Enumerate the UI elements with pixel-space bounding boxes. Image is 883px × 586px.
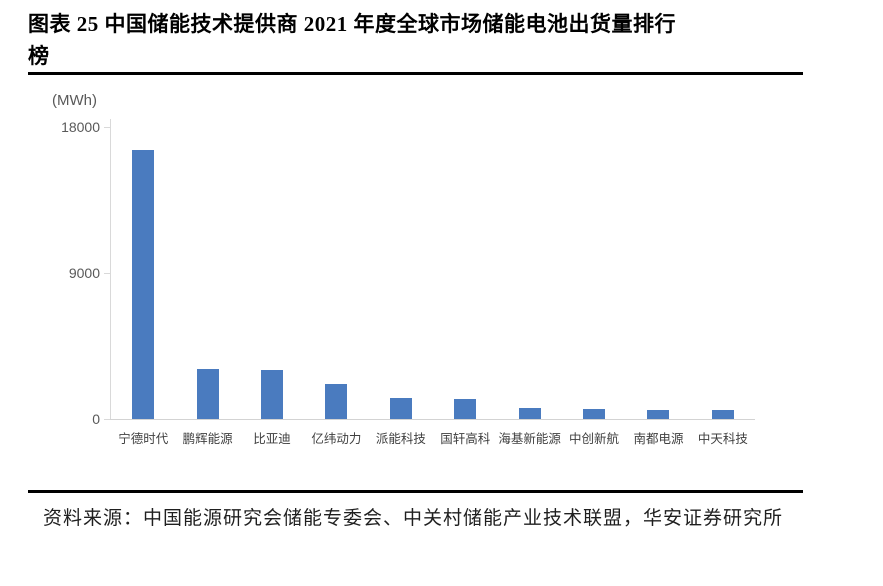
bar-slot (433, 127, 497, 419)
bar-slot (240, 127, 304, 419)
x-axis-labels: 宁德时代 鹏辉能源 比亚迪 亿纬动力 派能科技 国轩高科 海基新能源 中创新航 南都电源 中天科技 (111, 428, 755, 447)
y-tick-mark (104, 419, 110, 420)
bar-slot (304, 127, 368, 419)
bar-中天科技 (711, 410, 734, 419)
x-label-比亚迪: 比亚迪 (253, 432, 291, 446)
x-label-中创新航: 中创新航 (569, 432, 620, 446)
x-label-国轩高科: 国轩高科 (440, 432, 491, 446)
footer-divider-rule (28, 490, 803, 493)
figure-title: 图表 25 中国储能技术提供商 2021 年度全球市场储能电池出货量排行 榜 (28, 8, 808, 72)
bar-国轩高科 (454, 399, 477, 419)
y-tick-label-18000: 18000 (61, 119, 100, 135)
y-tick-label-0: 0 (92, 411, 100, 427)
x-label-鹏辉能源: 鹏辉能源 (182, 432, 233, 446)
figure-title-line2: 榜 (28, 44, 50, 68)
bar-亿纬动力 (325, 384, 348, 419)
y-tick-mark (104, 127, 110, 128)
x-label-中天科技: 中天科技 (697, 432, 748, 446)
x-label-海基新能源: 海基新能源 (498, 432, 561, 446)
bar-chart-plot-area (111, 127, 755, 419)
source-note: 资料来源：中国能源研究会储能专委会、中关村储能产业技术联盟，华安证券研究所 (43, 508, 784, 529)
y-axis-line (110, 119, 111, 420)
y-tick-label-9000: 9000 (68, 265, 100, 281)
bar-slot (175, 127, 239, 419)
bar-slot (497, 127, 561, 419)
bar-slot (562, 127, 626, 419)
title-divider-rule (28, 72, 803, 75)
x-label-派能科技: 派能科技 (375, 432, 426, 446)
bar-宁德时代 (132, 150, 155, 419)
bar-派能科技 (389, 398, 412, 419)
bar-比亚迪 (261, 370, 284, 419)
bar-南都电源 (647, 410, 670, 419)
bar-鹏辉能源 (196, 369, 219, 419)
bar-slot (626, 127, 690, 419)
figure-title-line1: 图表 25 中国储能技术提供商 2021 年度全球市场储能电池出货量排行 (28, 12, 676, 36)
bar-中创新航 (583, 409, 606, 419)
bar-海基新能源 (518, 408, 541, 419)
bar-slot (111, 127, 175, 419)
y-tick-mark (104, 273, 110, 274)
y-axis-unit-label: (MWh) (52, 92, 97, 109)
bar-slot (691, 127, 755, 419)
x-label-宁德时代: 宁德时代 (118, 432, 169, 446)
x-label-南都电源: 南都电源 (633, 432, 684, 446)
x-label-亿纬动力: 亿纬动力 (311, 432, 362, 446)
x-axis-line (110, 419, 755, 420)
bar-slot (369, 127, 433, 419)
